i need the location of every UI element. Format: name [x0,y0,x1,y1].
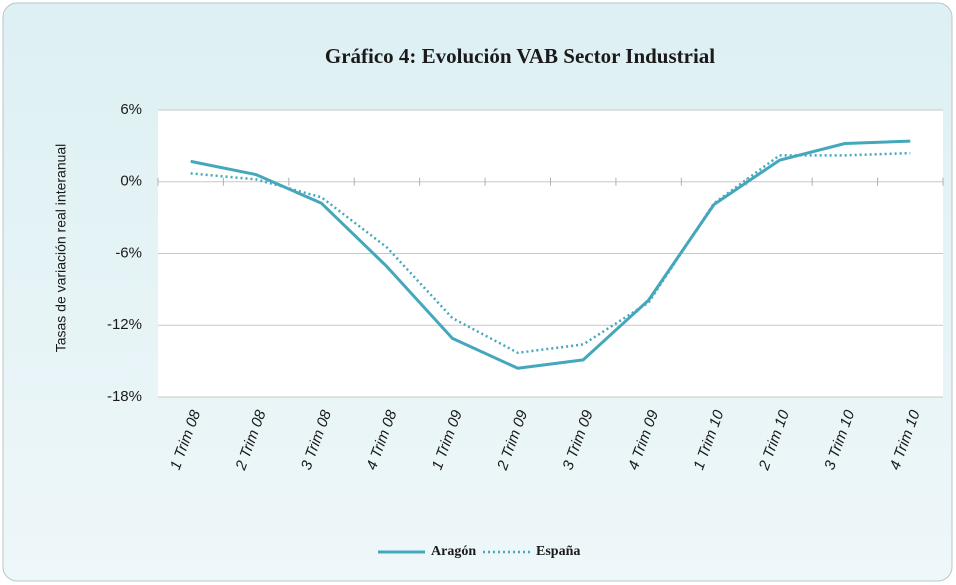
y-tick-label: -12% [107,316,142,333]
y-axis-label: Tasas de variación real interanual [53,144,69,353]
series-line [190,139,911,370]
y-tick-label: 0% [120,173,142,190]
y-tick-label: 6% [120,101,142,118]
legend-label: Aragón [431,544,476,559]
chart-title: Gráfico 4: Evolución VAB Sector Industri… [325,44,715,68]
y-tick-label: -18% [107,388,142,405]
y-tick-label: -6% [115,244,142,261]
series-line [190,151,911,355]
legend-label: España [536,544,580,559]
